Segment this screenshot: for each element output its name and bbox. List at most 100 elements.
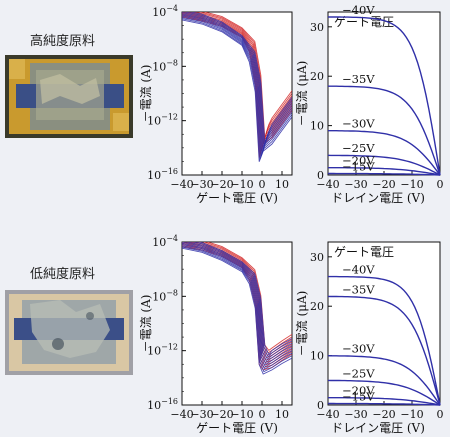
series-label: −20V bbox=[342, 384, 375, 398]
y-axis-label: －電流 (A) bbox=[139, 295, 153, 353]
y-tick-label: 10−4 bbox=[152, 4, 178, 19]
series-line-3 bbox=[327, 379, 441, 406]
series-line-blue bbox=[182, 17, 292, 157]
sample-label-low: 低純度原料 bbox=[30, 266, 95, 282]
transfer-plot-0: −40−30−20−10 0 10 10−4 10−8 10−12 10−16 ゲート電圧 (… bbox=[139, 4, 293, 205]
legend-title: ゲート電圧 bbox=[334, 15, 394, 29]
x-tick-label: −10 bbox=[230, 408, 253, 421]
y-tick-label: 10−12 bbox=[147, 343, 178, 358]
curve-bundle bbox=[182, 12, 292, 162]
series-line-red bbox=[191, 12, 292, 144]
series-label: −25V bbox=[342, 366, 375, 380]
x-tick-label: −20 bbox=[372, 408, 395, 421]
series-line-blue bbox=[182, 245, 292, 370]
y-tick-label: 10−16 bbox=[147, 167, 178, 182]
series-label: −30V bbox=[342, 342, 375, 356]
x-tick-label: −40 bbox=[170, 178, 193, 191]
x-tick-label: 0 bbox=[437, 408, 444, 421]
y-axis-label: －電流 (μA) bbox=[295, 61, 309, 127]
x-tick-label: 10 bbox=[275, 178, 289, 191]
x-tick-label: 10 bbox=[275, 408, 289, 421]
series-line-blue bbox=[182, 12, 292, 148]
series-line-blue bbox=[185, 242, 292, 361]
curve-bundle bbox=[182, 242, 292, 375]
y-tick-label: 0 bbox=[317, 169, 324, 182]
y-tick-label: 10−16 bbox=[147, 397, 178, 412]
x-tick-label: −30 bbox=[344, 178, 367, 191]
series-label: −35V bbox=[342, 72, 375, 86]
x-tick-label: −40 bbox=[316, 178, 339, 191]
transfer-plot-2: −40−30−20−10 0 10 10−4 10−8 10−12 10−16 ゲート電圧 (… bbox=[139, 234, 293, 435]
x-tick-label: −40 bbox=[316, 408, 339, 421]
series-line-1 bbox=[328, 85, 441, 176]
series-label: −40V bbox=[342, 263, 375, 277]
y-tick-label: 10 bbox=[310, 120, 324, 133]
series-line-4 bbox=[328, 397, 441, 406]
series-line-blue bbox=[182, 244, 292, 368]
x-tick-label: −20 bbox=[210, 178, 233, 191]
x-tick-label: −30 bbox=[344, 408, 367, 421]
series-line-red bbox=[197, 12, 292, 141]
series-line-3 bbox=[327, 154, 441, 176]
series-line-blue bbox=[182, 19, 292, 162]
y-tick-label: 10−12 bbox=[147, 113, 178, 128]
y-tick-label: 10−8 bbox=[152, 58, 178, 73]
y-axis-label: －電流 (μA) bbox=[295, 291, 309, 357]
y-tick-label: 20 bbox=[310, 70, 324, 83]
x-tick-label: 0 bbox=[437, 178, 444, 191]
plot-frame bbox=[327, 11, 441, 176]
series-label: −20V bbox=[342, 154, 375, 168]
device-photo-low bbox=[5, 290, 133, 375]
x-tick-label: −10 bbox=[230, 178, 253, 191]
series-line-0 bbox=[328, 275, 441, 406]
series-line-0 bbox=[328, 16, 441, 176]
x-tick-label: −10 bbox=[400, 178, 423, 191]
series-line-blue bbox=[182, 18, 292, 160]
series-line-red bbox=[185, 12, 292, 146]
series-line-1 bbox=[327, 295, 441, 406]
series-line-blue bbox=[183, 12, 292, 145]
x-axis-label: ドレイン電圧 (V) bbox=[331, 191, 425, 205]
series-line-2 bbox=[328, 130, 441, 176]
x-axis-label: ゲート電圧 (V) bbox=[196, 421, 278, 435]
series-line-blue bbox=[182, 242, 292, 365]
x-tick-label: 0 bbox=[259, 178, 266, 191]
y-tick-label: 10 bbox=[310, 350, 324, 363]
y-tick-label: 30 bbox=[310, 21, 324, 34]
y-axis-label: －電流 (A) bbox=[139, 65, 153, 123]
series-line-blue bbox=[182, 15, 292, 155]
x-tick-label: −10 bbox=[400, 408, 423, 421]
legend-title: ゲート電圧 bbox=[334, 245, 394, 259]
series-line-red bbox=[203, 12, 292, 139]
series-line-blue bbox=[191, 242, 292, 358]
device-photo-high bbox=[5, 55, 133, 138]
series-line-blue bbox=[182, 14, 292, 153]
plot-frame bbox=[181, 11, 293, 176]
series-line-blue bbox=[182, 242, 292, 363]
series-label: −25V bbox=[342, 141, 375, 155]
x-tick-label: 0 bbox=[259, 408, 266, 421]
sample-label-high: 高純度原料 bbox=[30, 33, 95, 49]
y-tick-label: 10−4 bbox=[152, 234, 178, 249]
series-line-5 bbox=[328, 172, 441, 176]
output-plot-3: −40 −30 −20 −10 0 0 10 20 30 ゲート電圧 −40V −35V −30V −25… bbox=[295, 241, 444, 435]
series-line-blue bbox=[182, 13, 292, 150]
x-tick-label: −30 bbox=[190, 178, 213, 191]
x-tick-label: −20 bbox=[372, 178, 395, 191]
series-label: −15V bbox=[342, 390, 375, 404]
x-axis-label: ゲート電圧 (V) bbox=[196, 191, 278, 205]
series-line-blue bbox=[197, 242, 292, 356]
series-line-4 bbox=[328, 167, 441, 176]
x-axis-label: ドレイン電圧 (V) bbox=[331, 421, 425, 435]
x-tick-label: −40 bbox=[170, 408, 193, 421]
series-line-blue bbox=[182, 247, 292, 375]
series-label: −40V bbox=[342, 3, 375, 17]
y-tick-label: 30 bbox=[310, 251, 324, 264]
series-label: −30V bbox=[342, 117, 375, 131]
y-tick-label: 10−8 bbox=[152, 288, 178, 303]
x-tick-label: −20 bbox=[210, 408, 233, 421]
series-line-red bbox=[206, 242, 292, 352]
series-label: −15V bbox=[342, 160, 375, 174]
series-line-5 bbox=[328, 402, 441, 406]
